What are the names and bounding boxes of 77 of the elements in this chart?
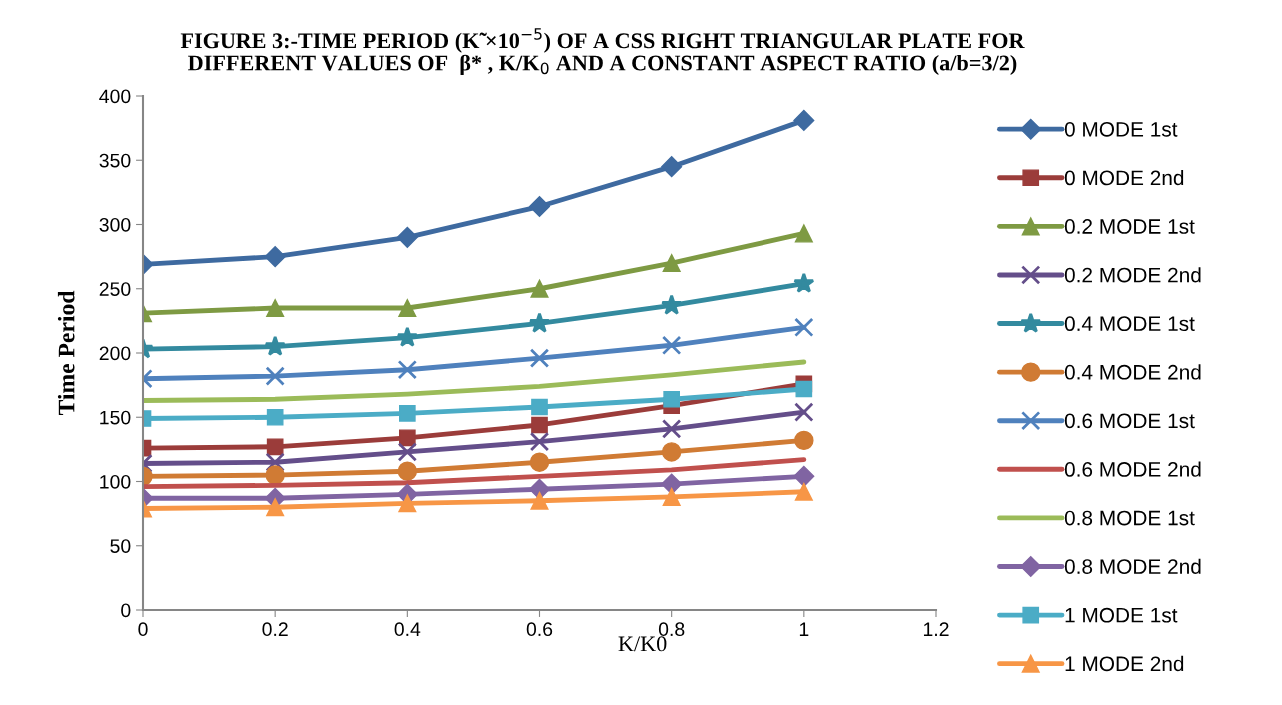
- legend-label: 0.8 MODE 1st: [1064, 510, 1195, 526]
- point: [661, 294, 683, 315]
- point: [793, 465, 815, 487]
- x-tick-label: 0.4: [394, 622, 421, 637]
- legend-label: 0.6 MODE 2nd: [1064, 461, 1201, 477]
- legend-label: 0.4 MODE 2nd: [1064, 364, 1201, 380]
- legend-label: 0.8 MODE 2nd: [1064, 558, 1201, 574]
- point: [794, 430, 814, 451]
- point: [530, 491, 549, 510]
- point: [264, 335, 286, 356]
- point: [795, 380, 813, 398]
- y-tick-label: 350: [99, 153, 131, 168]
- y-tick-label: 100: [100, 474, 131, 489]
- point: [398, 405, 416, 422]
- y-tick-label: 250: [99, 282, 131, 296]
- point: [530, 279, 549, 298]
- point: [398, 298, 417, 318]
- legend-label: 0.4 MODE 1st: [1064, 316, 1195, 332]
- point: [794, 482, 813, 501]
- point: [661, 156, 683, 178]
- point: [662, 254, 681, 273]
- point: [661, 419, 682, 439]
- point: [398, 494, 417, 513]
- x-tick-label: 0.2: [262, 622, 288, 637]
- legend-label: 0.2 MODE 1st: [1064, 219, 1195, 234]
- y-tick-label: 150: [100, 410, 131, 425]
- y-tick-label: 0: [121, 603, 131, 618]
- x-tick-label: 1: [799, 622, 809, 636]
- y-axis-title: Time Period: [57, 290, 75, 416]
- point: [661, 473, 683, 495]
- point: [531, 416, 548, 434]
- point: [266, 498, 285, 517]
- x-tick-label: 1.2: [923, 622, 949, 636]
- x-tick-label: 0.6: [526, 622, 553, 637]
- point: [396, 226, 418, 248]
- point: [397, 359, 418, 380]
- point: [397, 461, 418, 481]
- point: [265, 465, 285, 485]
- point: [265, 452, 285, 472]
- y-tick-label: 300: [99, 217, 131, 232]
- point: [661, 442, 682, 462]
- point: [531, 398, 548, 416]
- x-tick-label: 0: [138, 622, 148, 637]
- point: [663, 390, 681, 408]
- point: [529, 452, 550, 472]
- line-series: [143, 359, 807, 403]
- legend-label: 0.2 MODE 2nd: [1064, 267, 1201, 283]
- point: [661, 335, 682, 356]
- point: [396, 326, 418, 347]
- point: [266, 298, 285, 318]
- legend-label: 0 MODE 1st: [1064, 121, 1178, 137]
- x-axis-title: K/K0: [618, 636, 667, 652]
- point: [266, 438, 284, 456]
- legend-label: 0.6 MODE 1st: [1064, 413, 1195, 429]
- point: [793, 109, 815, 131]
- point: [398, 429, 416, 447]
- point: [397, 442, 418, 462]
- point: [265, 366, 285, 386]
- point: [793, 272, 815, 293]
- point: [529, 348, 550, 368]
- point: [794, 317, 814, 338]
- legend-label: 0 MODE 2nd: [1064, 169, 1184, 186]
- chart-title: FIGURE 3:-TIME PERIOD (K̃ ×10$^{−5}$) OF A CSS RIGHT TRIANGULAR PLATE FOR DIFFERENT VALUES OF β* , K/K$_{0}$ AND A CONSTANT ASPECT RATIO (a/b=3/2): [180, 28, 1025, 76]
- point: [264, 246, 286, 268]
- point: [528, 195, 551, 218]
- y-tick-label: 200: [99, 346, 131, 361]
- point: [662, 487, 681, 506]
- legend-label: 1 MODE 1st: [1065, 607, 1178, 623]
- point: [529, 431, 550, 452]
- point: [528, 312, 551, 333]
- y-tick-label: 400: [99, 89, 131, 104]
- x-tick-label: 0.8: [658, 622, 685, 637]
- y-tick-label: 50: [110, 539, 131, 553]
- point: [794, 224, 813, 243]
- point: [794, 402, 814, 422]
- point: [266, 408, 284, 426]
- legend-label: 1 MODE 2nd: [1065, 655, 1184, 672]
